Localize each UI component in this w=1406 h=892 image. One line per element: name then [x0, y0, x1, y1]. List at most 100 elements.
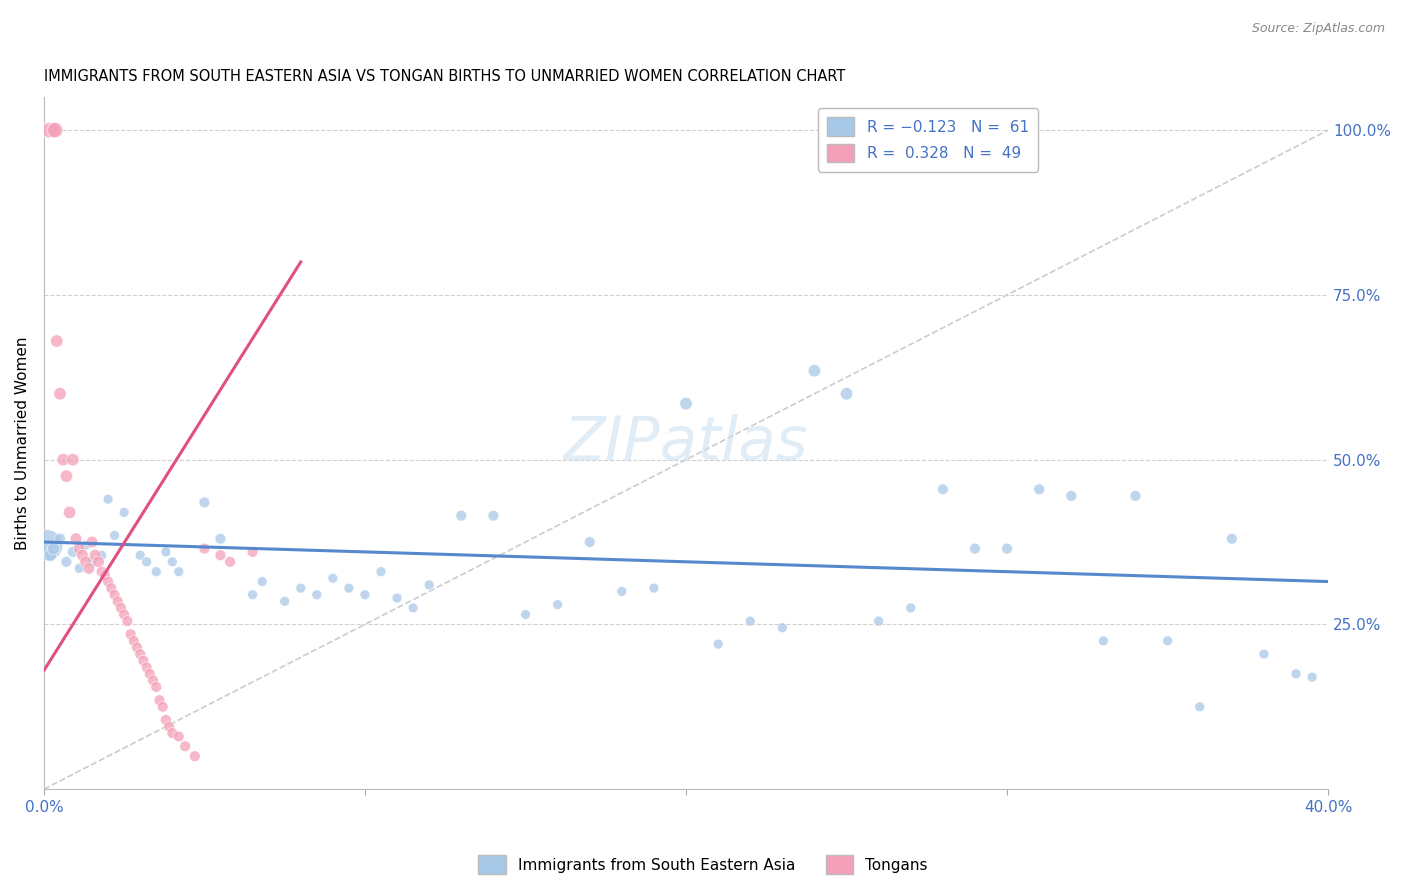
Point [90, 548, 112, 562]
Point [58, 505, 80, 519]
Point [97, 492, 120, 507]
Point [49, 386, 72, 401]
Point [193, 541, 215, 556]
Point [482, 508, 505, 523]
Legend: Immigrants from South Eastern Asia, Tongans: Immigrants from South Eastern Asia, Tong… [472, 849, 934, 880]
Point [1060, 489, 1083, 503]
Point [418, 578, 440, 592]
Point [80, 555, 103, 569]
Text: IMMIGRANTS FROM SOUTH EASTERN ASIA VS TONGAN BIRTHS TO UNMARRIED WOMEN CORRELATI: IMMIGRANTS FROM SOUTH EASTERN ASIA VS TO… [44, 69, 845, 84]
Point [385, 591, 408, 605]
Point [72, 548, 94, 562]
Point [75, 538, 97, 552]
Point [1285, 666, 1308, 681]
Point [803, 364, 825, 378]
Point [450, 508, 472, 523]
Point [963, 541, 986, 556]
Point [80, 535, 103, 549]
Legend: R = −0.123   N =  61, R =  0.328   N =  49: R = −0.123 N = 61, R = 0.328 N = 49 [818, 108, 1038, 171]
Point [87, 555, 110, 569]
Point [1301, 670, 1323, 684]
Point [42, 541, 65, 556]
Point [62, 545, 84, 559]
Point [932, 483, 955, 497]
Point [132, 654, 155, 668]
Point [610, 584, 633, 599]
Point [112, 505, 135, 519]
Point [52, 452, 75, 467]
Point [290, 581, 312, 595]
Point [219, 555, 242, 569]
Point [122, 633, 145, 648]
Point [1188, 699, 1211, 714]
Point [242, 588, 264, 602]
Point [209, 548, 232, 562]
Point [370, 565, 392, 579]
Point [44, 123, 66, 137]
Point [125, 640, 148, 655]
Point [167, 565, 190, 579]
Point [135, 660, 157, 674]
Point [112, 607, 135, 622]
Point [139, 666, 162, 681]
Point [162, 555, 184, 569]
Point [90, 565, 112, 579]
Text: Source: ZipAtlas.com: Source: ZipAtlas.com [1251, 22, 1385, 36]
Point [1125, 489, 1147, 503]
Point [39, 548, 62, 562]
Point [148, 693, 170, 707]
Point [120, 627, 142, 641]
Point [167, 730, 190, 744]
Point [174, 739, 197, 754]
Point [62, 452, 84, 467]
Point [402, 601, 425, 615]
Point [67, 541, 90, 556]
Point [45, 334, 67, 348]
Point [835, 386, 858, 401]
Point [100, 581, 122, 595]
Point [55, 555, 77, 569]
Text: ZIPatlas: ZIPatlas [564, 414, 808, 473]
Point [117, 614, 139, 628]
Point [547, 598, 569, 612]
Point [193, 495, 215, 509]
Point [1253, 647, 1275, 661]
Point [129, 548, 152, 562]
Point [515, 607, 537, 622]
Point [103, 528, 125, 542]
Point [1156, 633, 1178, 648]
Point [578, 535, 600, 549]
Point [1028, 483, 1050, 497]
Point [209, 532, 232, 546]
Point [142, 673, 165, 688]
Point [35, 123, 58, 137]
Point [152, 699, 174, 714]
Y-axis label: Births to Unmarried Women: Births to Unmarried Women [15, 336, 30, 549]
Point [97, 574, 120, 589]
Point [39, 123, 62, 137]
Point [184, 749, 207, 764]
Point [94, 568, 117, 582]
Point [250, 574, 273, 589]
Point [55, 469, 77, 483]
Point [868, 614, 890, 628]
Point [145, 680, 167, 694]
Point [242, 545, 264, 559]
Point [707, 637, 730, 651]
Point [770, 621, 793, 635]
Point [900, 601, 922, 615]
Point [135, 555, 157, 569]
Point [49, 532, 72, 546]
Point [1220, 532, 1243, 546]
Point [273, 594, 295, 608]
Point [157, 720, 180, 734]
Point [77, 561, 100, 575]
Point [75, 555, 97, 569]
Point [155, 545, 177, 559]
Point [42, 123, 65, 137]
Point [145, 565, 167, 579]
Point [643, 581, 665, 595]
Point [107, 594, 129, 608]
Point [740, 614, 762, 628]
Point [305, 588, 328, 602]
